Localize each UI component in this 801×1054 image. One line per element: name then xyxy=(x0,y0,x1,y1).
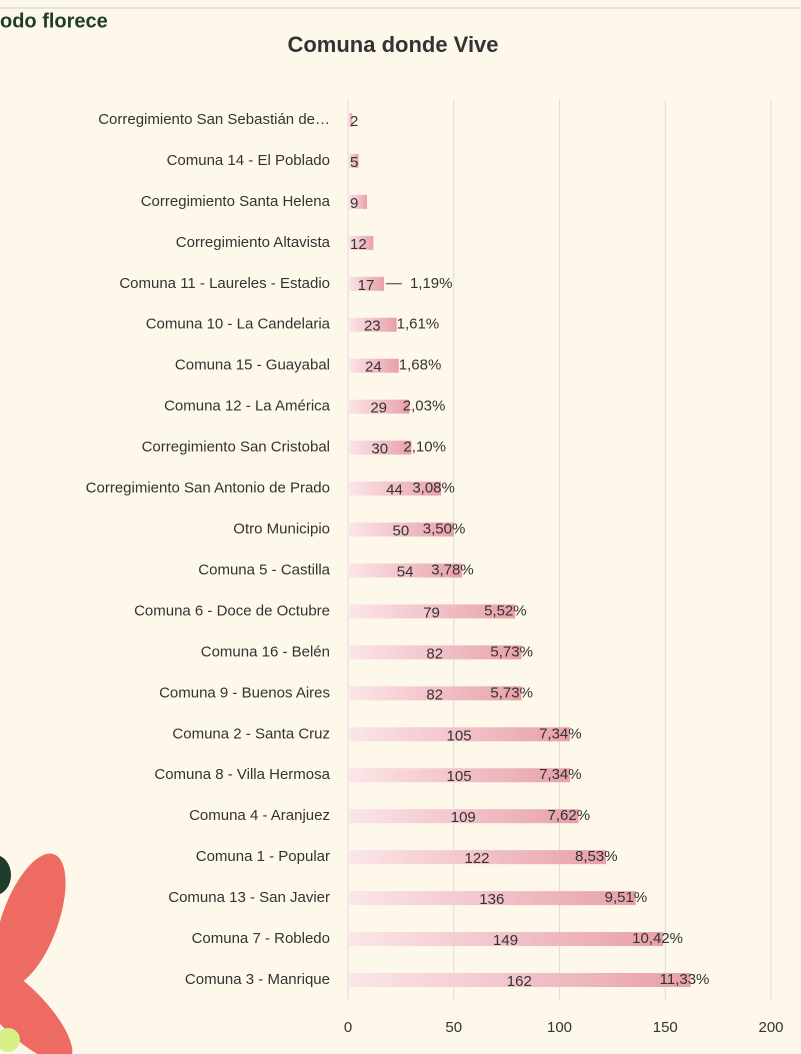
value-label: 109 xyxy=(451,809,476,826)
value-label: 105 xyxy=(447,768,472,785)
percent-label: 11,33% xyxy=(660,971,710,988)
x-tick-label: 200 xyxy=(758,1019,783,1036)
category-label: Comuna 6 - Doce de Octubre xyxy=(134,602,330,619)
percent-label: 7,34% xyxy=(539,766,582,783)
percent-label: 1,68% xyxy=(399,357,442,374)
x-tick-label: 150 xyxy=(653,1019,678,1036)
value-label: 162 xyxy=(507,973,532,990)
value-label: 30 xyxy=(371,441,388,458)
category-label: Comuna 11 - Laureles - Estadio xyxy=(119,275,330,292)
percent-label: 1,19% xyxy=(410,275,453,292)
value-label: 122 xyxy=(464,850,489,867)
brand: odo florece xyxy=(0,10,108,32)
percent-label: 9,51% xyxy=(605,889,648,906)
category-label: Comuna 1 - Popular xyxy=(196,848,330,865)
x-tick-label: 0 xyxy=(344,1019,352,1036)
percent-label: 3,50% xyxy=(423,520,466,537)
category-label: Comuna 3 - Manrique xyxy=(185,971,330,988)
value-label: 105 xyxy=(447,727,472,744)
category-label: Corregimiento Altavista xyxy=(176,234,331,251)
percent-label: 8,53% xyxy=(575,848,618,865)
value-label: 82 xyxy=(426,645,443,662)
percent-label: 3,78% xyxy=(431,561,474,578)
value-label: 136 xyxy=(479,891,504,908)
value-label: 17 xyxy=(358,277,375,294)
flower-decoration xyxy=(0,845,86,1054)
category-label: Comuna 9 - Buenos Aires xyxy=(159,684,330,701)
category-label: Comuna 7 - Robledo xyxy=(192,930,330,947)
category-label: Comuna 12 - La América xyxy=(164,398,331,415)
category-label: Comuna 10 - La Candelaria xyxy=(146,316,331,333)
value-label: 79 xyxy=(423,604,440,621)
category-label: Comuna 5 - Castilla xyxy=(198,561,330,578)
chart: odo florece Comuna donde Vive 0 50 100 150 2… xyxy=(0,0,801,1054)
percent-label: 2,10% xyxy=(403,439,446,456)
chart-title: Comuna donde Vive xyxy=(287,32,498,57)
category-label: Corregimiento San Cristobal xyxy=(142,439,330,456)
category-label: Comuna 13 - San Javier xyxy=(168,889,330,906)
category-label: Comuna 16 - Belén xyxy=(201,643,330,660)
category-label: Otro Municipio xyxy=(233,520,330,537)
value-label: 149 xyxy=(493,932,518,949)
percent-label: 5,52% xyxy=(484,602,527,619)
percent-label: 10,42% xyxy=(632,930,683,947)
percent-label: 1,61% xyxy=(397,316,440,333)
value-label: 54 xyxy=(397,563,414,580)
x-tick-label: 100 xyxy=(547,1019,572,1036)
value-label: 12 xyxy=(350,236,367,253)
category-label: Corregimiento Santa Helena xyxy=(141,193,331,210)
value-label: 9 xyxy=(350,195,358,212)
value-label: 23 xyxy=(364,318,381,335)
value-label: 82 xyxy=(426,686,443,703)
value-label: 50 xyxy=(393,522,410,539)
category-label: Comuna 4 - Aranjuez xyxy=(189,807,330,824)
category-label: Comuna 15 - Guayabal xyxy=(175,357,330,374)
value-label: 29 xyxy=(370,400,387,417)
x-tick-label: 50 xyxy=(445,1019,462,1036)
value-label: 44 xyxy=(386,482,403,499)
percent-label: 5,73% xyxy=(490,643,533,660)
percent-label: 2,03% xyxy=(403,398,446,415)
percent-label: 7,34% xyxy=(539,725,582,742)
category-label: Comuna 14 - El Poblado xyxy=(167,152,330,169)
category-label: Corregimiento San Antonio de Prado xyxy=(86,480,330,497)
value-label: 2 xyxy=(350,113,358,130)
percent-label: 3,08% xyxy=(412,480,455,497)
value-label: 5 xyxy=(350,154,358,171)
value-label: 24 xyxy=(365,359,382,376)
category-label: Comuna 2 - Santa Cruz xyxy=(172,725,330,742)
percent-label: 5,73% xyxy=(490,684,533,701)
page: odo florece Comuna donde Vive 0 50 100 150 2… xyxy=(0,0,801,1054)
category-label: Corregimiento San Sebastián de… xyxy=(98,111,330,128)
category-label: Comuna 8 - Villa Hermosa xyxy=(154,766,330,783)
percent-label: 7,62% xyxy=(548,807,591,824)
